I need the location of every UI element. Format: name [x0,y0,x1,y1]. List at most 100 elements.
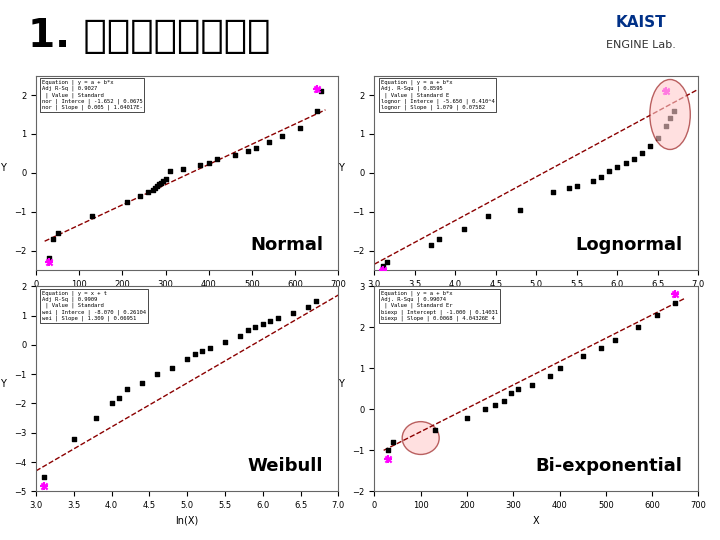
Point [381,258,392,267]
Point [294,124,305,132]
Point [149,184,161,193]
Point [636,149,647,158]
Ellipse shape [402,422,439,455]
Text: Equation | y = a + b*x
Adj R-Sq | 0.9027
 | Value | Standard
nor | Interce | -1.: Equation | y = a + b*x Adj R-Sq | 0.9027… [42,79,143,110]
Point [426,240,437,249]
Point [632,323,644,332]
Point [43,254,55,262]
Point [164,166,176,175]
Point [158,176,169,185]
Point [482,211,494,220]
Text: Bi-exponential: Bi-exponential [536,457,683,475]
X-axis label: X: X [184,294,191,304]
Point [588,176,599,185]
Point [651,310,662,319]
Point [251,143,262,152]
Text: Equation | y = a + b*x
Adj. R-Squ | 0.99074
 | Value | Standard Er
biexp | Inter: Equation | y = a + b*x Adj. R-Squ | 0.99… [381,291,498,321]
Point [311,85,323,93]
Point [242,147,253,156]
Point [166,364,178,373]
Point [264,317,276,326]
Point [660,87,672,96]
Ellipse shape [650,79,690,150]
Point [43,258,55,267]
Point [242,326,253,334]
Point [91,414,102,422]
Point [387,438,399,447]
Point [177,165,189,173]
Point [563,184,575,193]
Point [458,225,469,233]
Point [203,159,215,167]
Point [377,266,388,274]
Point [620,159,631,167]
Point [147,186,158,194]
Point [229,151,240,160]
Point [134,192,145,200]
Point [113,393,125,402]
Point [433,234,445,243]
Point [577,352,588,360]
Point [526,380,538,389]
Point [670,298,681,307]
Text: Normal: Normal [251,237,323,254]
Text: KAIST Engine Laboratory: KAIST Engine Laboratory [257,515,463,533]
Point [515,205,526,214]
Text: ENGINE Lab.: ENGINE Lab. [606,40,676,50]
Point [660,122,672,131]
Y-axis label: Y: Y [338,379,344,389]
Point [151,370,163,379]
Point [234,332,246,340]
Point [153,180,165,189]
Point [489,401,500,409]
Point [644,141,656,150]
Point [547,188,559,197]
Point [136,379,148,387]
Point [181,355,193,364]
Text: KAIST: KAIST [616,15,666,30]
Point [264,137,275,146]
Point [86,211,98,220]
Point [612,163,624,171]
Point [257,320,269,329]
Point [212,155,223,164]
Text: Equation | y = x + t
Adj R-Sq | 0.9909
 | Value | Standard
wei | Interce | -8.07: Equation | y = x + t Adj R-Sq | 0.9909 |… [42,291,146,321]
Point [197,346,208,355]
Point [121,384,132,393]
Point [48,234,59,243]
Point [382,454,394,463]
Point [670,290,681,299]
Point [189,349,200,358]
Point [287,308,299,317]
Y-axis label: Y: Y [338,163,344,173]
Point [628,155,639,164]
Point [38,472,49,481]
Point [670,290,681,299]
Point [571,182,582,191]
X-axis label: ln(X): ln(X) [525,294,548,304]
Point [554,364,565,373]
Point [665,114,676,123]
Y-axis label: Y: Y [0,163,6,173]
Point [382,446,394,455]
Point [544,372,556,381]
Point [377,266,388,274]
Text: 1. 대칭표본누적분포: 1. 대칭표본누적분포 [28,17,271,55]
Point [106,399,117,408]
Point [311,85,323,93]
Point [204,343,216,352]
Point [160,174,171,183]
Point [151,182,163,191]
Point [609,335,621,344]
Point [250,323,261,332]
Point [512,384,523,393]
Point [382,454,394,463]
Point [219,338,230,346]
Point [462,413,473,422]
Point [377,262,388,271]
Point [272,314,284,323]
Point [595,343,607,352]
Point [429,426,441,434]
Point [498,397,510,406]
Point [302,302,314,311]
